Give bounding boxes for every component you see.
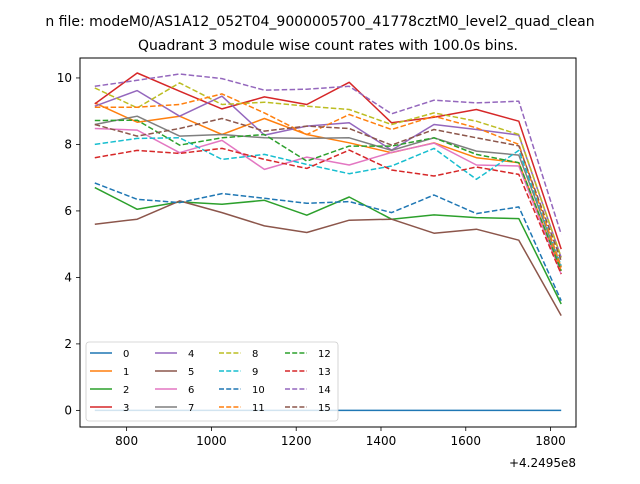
legend-label-9: 9 [252, 367, 258, 378]
series-lines [94, 72, 562, 412]
legend-label-10: 10 [252, 385, 265, 396]
legend-label-5: 5 [188, 367, 194, 378]
series-line-12 [94, 119, 562, 272]
legend-label-4: 4 [188, 349, 194, 360]
legend-label-14: 14 [318, 385, 331, 396]
x-axis-offset-label: +4.2495e8 [509, 456, 576, 470]
series-line-5 [94, 200, 562, 316]
series-line-11 [94, 93, 562, 268]
legend-label-15: 15 [318, 403, 331, 414]
series-line-7 [94, 115, 562, 268]
y-tick-label: 4 [64, 270, 72, 284]
series-line-15 [94, 117, 562, 262]
y-tick-label: 8 [64, 137, 72, 151]
series-line-13 [94, 147, 562, 275]
y-tick-label: 10 [57, 71, 72, 85]
legend-label-0: 0 [123, 349, 129, 360]
legend-label-11: 11 [252, 403, 265, 414]
legend-label-7: 7 [188, 403, 194, 414]
chart-title: Quadrant 3 module wise count rates with … [138, 38, 518, 54]
figure-suptitle: n file: modeM0/AS1A12_052T04_9000005700_… [45, 14, 594, 30]
x-tick-label: 1600 [451, 434, 482, 448]
legend-label-2: 2 [123, 385, 129, 396]
series-line-9 [94, 137, 562, 267]
axes-frame [79, 57, 577, 428]
series-line-1 [94, 102, 562, 272]
series-line-10 [94, 182, 562, 302]
legend-label-6: 6 [188, 385, 194, 396]
y-tick-label: 6 [64, 204, 72, 218]
x-tick-label: 1000 [196, 434, 227, 448]
x-tick-label: 1200 [281, 434, 312, 448]
x-tick-label: 800 [115, 434, 138, 448]
series-line-3 [94, 72, 562, 250]
legend-frame [85, 341, 339, 422]
y-tick-label: 2 [64, 337, 72, 351]
series-line-6 [94, 127, 562, 275]
series-line-8 [94, 82, 562, 258]
legend-label-12: 12 [318, 349, 331, 360]
legend-label-13: 13 [318, 367, 331, 378]
series-line-2 [94, 186, 562, 305]
legend-label-1: 1 [123, 367, 129, 378]
x-tick-label: 1800 [535, 434, 566, 448]
y-tick-label: 0 [64, 403, 72, 417]
x-tick-label: 1400 [366, 434, 397, 448]
legend-label-3: 3 [123, 403, 129, 414]
legend-label-8: 8 [252, 349, 258, 360]
